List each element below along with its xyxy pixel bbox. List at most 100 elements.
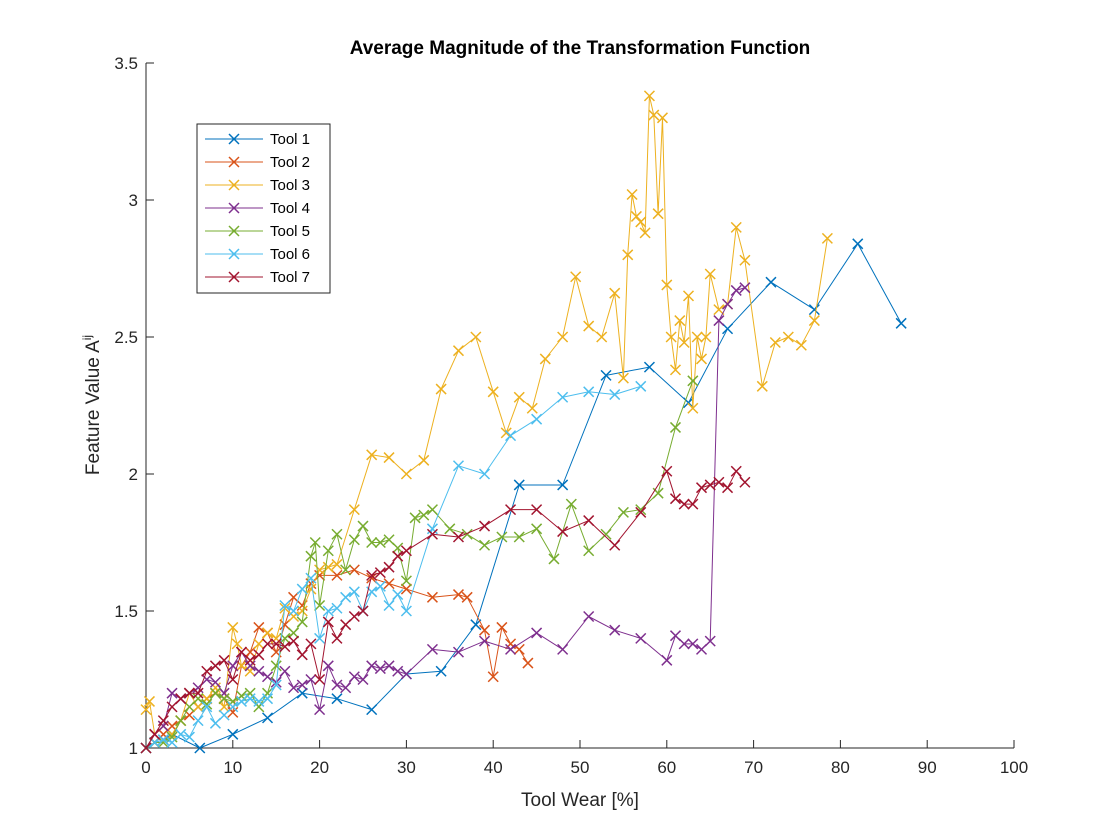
legend-item: Tool 4 [205, 200, 310, 217]
data-point-marker [687, 498, 699, 510]
data-point-marker [157, 734, 169, 746]
data-point-marker [487, 671, 499, 683]
y-axis-label: Feature Value Aij [80, 335, 104, 475]
data-point-marker [700, 331, 712, 343]
data-point-marker [722, 482, 734, 494]
data-point-marker [192, 687, 204, 699]
data-point-marker [296, 583, 308, 595]
data-point-marker [331, 602, 343, 614]
legend-label: Tool 2 [270, 154, 310, 171]
data-point-marker [531, 413, 543, 425]
data-point-marker [340, 682, 352, 694]
data-point-marker [695, 482, 708, 494]
data-point-marker [209, 687, 221, 699]
data-point-marker [695, 643, 708, 655]
x-tick-label: 80 [831, 758, 850, 777]
data-point-marker [296, 616, 308, 628]
data-point-marker [296, 605, 308, 617]
data-point-marker [426, 523, 438, 535]
data-point-marker [609, 539, 621, 551]
data-point-marker [366, 569, 378, 581]
data-point-marker [400, 468, 412, 480]
data-point-marker [201, 698, 213, 710]
data-point-marker [769, 336, 781, 349]
data-point-marker [739, 254, 751, 266]
data-point-marker [678, 638, 690, 650]
legend-marker [228, 248, 240, 260]
data-point-marker [669, 630, 682, 642]
data-point-marker [435, 383, 447, 395]
data-point-marker [253, 695, 265, 707]
series-line [145, 385, 641, 749]
data-point-marker [600, 528, 612, 540]
data-point-marker [279, 599, 291, 612]
data-point-marker [253, 665, 265, 677]
data-point-marker [305, 673, 317, 686]
data-point-marker [231, 638, 243, 650]
data-point-marker [244, 687, 256, 699]
data-point-marker [782, 331, 794, 343]
data-point-marker [704, 635, 716, 647]
data-point-marker [366, 449, 378, 461]
data-point-marker [296, 687, 308, 699]
data-point-marker [244, 693, 256, 705]
data-point-marker [383, 660, 395, 672]
data-point-marker [722, 323, 734, 335]
data-point-marker [209, 660, 221, 672]
chart-title: Average Magnitude of the Transformation … [350, 38, 811, 59]
data-point-marker [643, 90, 655, 102]
data-point-marker [478, 520, 491, 532]
data-point-marker [470, 619, 482, 631]
x-tick-label: 20 [310, 758, 329, 777]
data-point-marker [409, 512, 421, 524]
data-point-marker [452, 646, 465, 658]
data-point-marker [808, 315, 820, 327]
x-tick-label: 30 [397, 758, 416, 777]
legend-marker [228, 202, 240, 214]
legend-marker [228, 271, 240, 283]
data-point-marker [452, 531, 465, 543]
y-tick-label: 2 [129, 465, 138, 484]
x-tick-label: 50 [571, 758, 590, 777]
data-point-marker [209, 717, 221, 729]
data-point-marker [348, 504, 360, 516]
data-point-marker [609, 287, 621, 299]
data-point-marker [478, 624, 491, 636]
data-point-marker [340, 591, 352, 603]
data-point-marker [340, 619, 352, 631]
data-point-marker [639, 227, 651, 239]
data-point-marker [548, 553, 560, 565]
data-point-marker [383, 561, 395, 573]
data-point-marker [505, 504, 517, 516]
legend-item: Tool 7 [205, 269, 310, 286]
x-axis-label: Tool Wear [%] [521, 790, 639, 811]
data-point-marker [270, 632, 282, 644]
data-point-marker [392, 665, 404, 677]
data-point-marker [192, 693, 204, 705]
data-point-marker [609, 389, 621, 401]
data-point-marker [765, 276, 777, 288]
data-point-marker [305, 583, 317, 595]
data-point-marker [635, 216, 647, 228]
data-point-marker [348, 564, 360, 576]
data-point-marker [583, 320, 595, 332]
data-point-marker [656, 112, 668, 124]
data-point-marker [261, 627, 274, 639]
data-point-marker [513, 391, 525, 403]
data-point-marker [322, 616, 334, 628]
data-point-marker [305, 550, 317, 562]
data-point-marker [400, 668, 412, 680]
data-point-marker [678, 498, 690, 510]
data-point-marker [383, 578, 395, 590]
y-tick-label: 2.5 [114, 328, 138, 347]
data-point-marker [296, 679, 308, 691]
data-point-marker [149, 728, 161, 740]
data-point-marker [374, 567, 386, 579]
data-point-marker [617, 372, 629, 384]
data-point-marker [331, 528, 343, 540]
data-point-marker [383, 452, 395, 464]
data-point-marker [687, 375, 699, 387]
legend: Tool 1 Tool 2 Tool 3 Tool 4 Tool 5 Tool 6 Tool… [196, 123, 331, 294]
data-point-marker [322, 605, 334, 617]
legend-marker [228, 179, 240, 191]
